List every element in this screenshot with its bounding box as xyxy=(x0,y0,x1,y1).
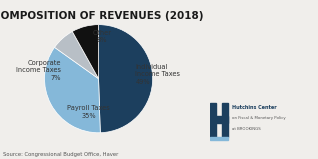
Text: at BROOKINGS: at BROOKINGS xyxy=(232,127,261,131)
Bar xyxy=(210,137,228,140)
Text: Hutchins Center: Hutchins Center xyxy=(232,105,277,110)
Text: on Fiscal & Monetary Policy: on Fiscal & Monetary Policy xyxy=(232,116,286,121)
Bar xyxy=(222,103,228,137)
Bar xyxy=(210,103,216,137)
Wedge shape xyxy=(72,25,99,79)
Text: Corporate
Income Taxes
7%: Corporate Income Taxes 7% xyxy=(16,60,61,81)
Wedge shape xyxy=(45,47,100,133)
Wedge shape xyxy=(99,25,153,133)
Text: Source: Congressional Budget Office, Haver: Source: Congressional Budget Office, Hav… xyxy=(3,152,119,157)
Wedge shape xyxy=(55,31,99,79)
Text: Payroll Taxes
35%: Payroll Taxes 35% xyxy=(67,105,110,119)
Text: Other
8%: Other 8% xyxy=(92,30,111,43)
Text: Individual
Income Taxes
49%: Individual Income Taxes 49% xyxy=(135,64,180,85)
Bar xyxy=(210,116,228,123)
Text: COMPOSITION OF REVENUES (2018): COMPOSITION OF REVENUES (2018) xyxy=(0,11,204,21)
